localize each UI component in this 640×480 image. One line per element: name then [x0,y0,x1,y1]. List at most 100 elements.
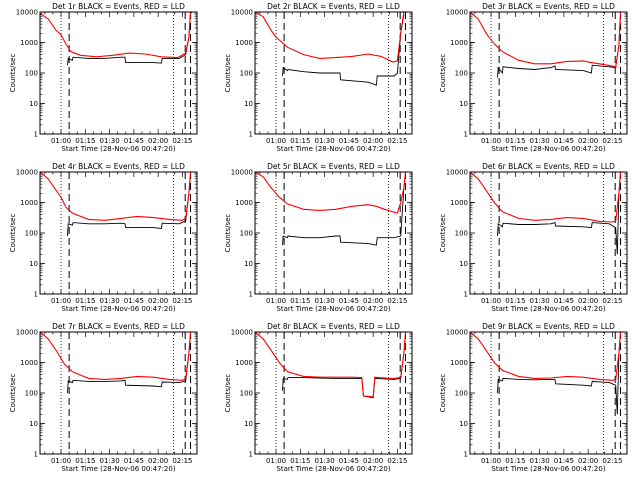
x-tick-label: 02:00 [578,297,598,305]
x-tick-label: 01:15 [75,457,95,465]
x-tick-label: 01:45 [339,297,359,305]
x-tick-label: 01:15 [75,137,95,145]
y-tick-label: 1 [249,291,253,299]
plot-frame [469,171,628,295]
panel-title: Det 8r BLACK = Events, RED = LLD [267,322,400,331]
y-axis-label: Counts/sec [224,214,232,253]
y-axis-label: Counts/sec [439,214,447,253]
events-series-line [67,174,191,237]
lld-series-line [40,332,192,381]
panel-2: Det 2r BLACK = Events, RED = LLD 1 10 100 10… [224,2,413,153]
x-tick-label: 01:30 [530,297,550,305]
x-tick-label: 01:30 [315,457,335,465]
plot-frame [254,331,413,455]
x-tick-label: 01:15 [290,457,310,465]
x-tick-label: 01:30 [100,457,120,465]
panel-5: Det 5r BLACK = Events, RED = LLD 1 10 100 10… [224,162,413,313]
panel-title: Det 2r BLACK = Events, RED = LLD [267,2,400,11]
panel-4: Det 4r BLACK = Events, RED = LLD 1 10 100 10… [9,162,198,313]
panel-6: Det 6r BLACK = Events, RED = LLD 1 10 100 10… [439,162,628,313]
x-tick-label: 01:15 [505,457,525,465]
y-tick-label: 10 [459,420,468,428]
x-tick-label: 02:15 [387,457,407,465]
panel-7: Det 7r BLACK = Events, RED = LLD 1 10 100 10… [9,322,198,473]
panel-title: Det 3r BLACK = Events, RED = LLD [482,2,615,11]
x-tick-label: 01:45 [339,137,359,145]
x-tick-label: 01:00 [266,137,286,145]
y-tick-label: 1000 [450,39,468,47]
x-axis-label: Start Time (28-Nov-06 00:47:20) [61,465,175,473]
x-tick-label: 02:15 [387,297,407,305]
panel-title: Det 7r BLACK = Events, RED = LLD [52,322,185,331]
y-tick-label: 10 [29,420,38,428]
panel-title: Det 6r BLACK = Events, RED = LLD [482,162,615,171]
y-tick-label: 1 [249,451,253,459]
y-tick-label: 100 [455,390,468,398]
x-tick-label: 01:00 [266,297,286,305]
y-tick-label: 100 [25,230,38,238]
y-tick-label: 1000 [235,199,253,207]
y-tick-label: 10000 [231,169,253,177]
y-axis-label: Counts/sec [439,374,447,413]
y-tick-label: 10000 [446,329,468,337]
x-tick-label: 01:00 [266,457,286,465]
y-tick-label: 100 [240,390,253,398]
panel-8: Det 8r BLACK = Events, RED = LLD 1 10 100 10… [224,322,413,473]
x-tick-label: 02:00 [363,297,383,305]
y-tick-label: 1000 [20,39,38,47]
x-tick-label: 02:15 [602,137,622,145]
x-axis-label: Start Time (28-Nov-06 00:47:20) [276,145,390,153]
x-tick-label: 02:15 [387,137,407,145]
x-tick-label: 01:30 [530,457,550,465]
y-tick-label: 10000 [446,9,468,17]
y-axis-label: Counts/sec [224,374,232,413]
x-axis-label: Start Time (28-Nov-06 00:47:20) [61,305,175,313]
x-tick-label: 02:15 [602,297,622,305]
x-tick-label: 01:00 [481,297,501,305]
x-tick-label: 01:15 [505,137,525,145]
x-tick-label: 01:45 [339,457,359,465]
y-tick-label: 1 [34,131,38,139]
y-tick-label: 1 [249,131,253,139]
y-tick-label: 10000 [16,329,38,337]
y-tick-label: 10 [29,100,38,108]
plot-frame [39,171,198,295]
y-tick-label: 10 [244,420,253,428]
y-tick-label: 10000 [231,9,253,17]
y-axis-label: Counts/sec [9,54,17,93]
x-tick-label: 01:30 [315,297,335,305]
x-tick-label: 01:00 [51,457,71,465]
events-series-line [497,333,621,415]
panel-title: Det 1r BLACK = Events, RED = LLD [52,2,185,11]
y-tick-label: 10000 [231,329,253,337]
x-tick-label: 02:00 [148,457,168,465]
plot-frame [469,11,628,135]
events-series-line [282,14,405,86]
lld-series-line [470,172,622,223]
x-tick-label: 02:00 [148,297,168,305]
events-series-line [497,173,621,255]
plot-frame [254,171,413,295]
x-tick-label: 02:00 [363,137,383,145]
plot-frame [469,331,628,455]
y-tick-label: 10 [459,260,468,268]
panel-title: Det 5r BLACK = Events, RED = LLD [267,162,400,171]
y-tick-label: 100 [240,70,253,78]
x-tick-label: 01:45 [124,137,144,145]
x-tick-label: 01:30 [315,137,335,145]
events-series-line [282,173,406,246]
panel-3: Det 3r BLACK = Events, RED = LLD 1 10 100 10… [439,2,628,153]
x-axis-label: Start Time (28-Nov-06 00:47:20) [276,305,390,313]
lld-series-line [40,12,192,59]
y-tick-label: 1000 [235,359,253,367]
lld-series-line [470,332,622,381]
x-tick-label: 01:45 [554,137,574,145]
x-tick-label: 02:15 [172,297,192,305]
y-tick-label: 10 [459,100,468,108]
y-tick-label: 10 [244,100,253,108]
x-tick-label: 01:45 [124,457,144,465]
x-tick-label: 01:45 [124,297,144,305]
y-tick-label: 10000 [446,169,468,177]
x-axis-label: Start Time (28-Nov-06 00:47:20) [61,145,175,153]
